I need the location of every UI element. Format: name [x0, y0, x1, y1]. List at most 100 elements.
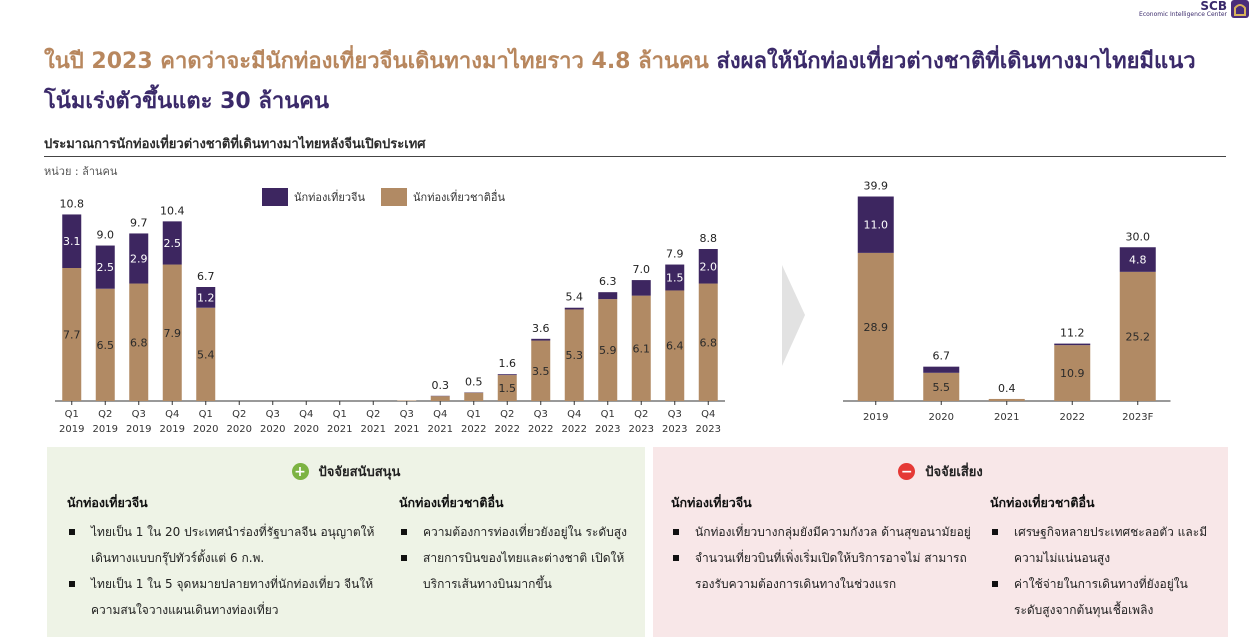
charts-canvas: 7.7 3.1 10.8 Q1 2019 6.5 2.5 9.0 Q2 2019 6.8 2.9 9.7… — [55, 180, 1171, 435]
x-tick-label-quarter: Q3 — [400, 409, 414, 420]
x-tick-label-year: 2022 — [528, 424, 553, 435]
x-tick-label-year: 2019 — [160, 424, 185, 435]
data-label-others: 5.4 — [197, 348, 215, 361]
scb-emblem-icon — [1231, 0, 1249, 18]
chart-subtitle: ประมาณการนักท่องเที่ยวต่างชาติที่เดินทาง… — [44, 137, 426, 152]
data-label-china: 2.0 — [700, 260, 718, 273]
list-item: จำนวนเที่ยวบินที่เพิ่งเริ่มเปิดให้บริการ… — [671, 545, 976, 597]
total-label: 0.3 — [432, 379, 450, 392]
legend-item-china: นักท่องเที่ยวจีน — [262, 188, 365, 206]
headline-part-2: ส่งผลให้นักท่องเที่ยวต่างชาติที่เดินทางม… — [44, 49, 1196, 114]
total-label: 39.9 — [864, 180, 889, 193]
total-label: 7.9 — [666, 248, 684, 261]
list-item: สายการบินของไทยและต่างชาติ เปิดให้บริการ… — [399, 545, 629, 597]
total-label: 9.0 — [97, 229, 115, 242]
unit-label: หน่วย : ล้านคน — [44, 165, 118, 178]
legend-label-china: นักท่องเที่ยวจีน — [294, 191, 366, 204]
bar-segment-others — [397, 400, 417, 401]
data-label-others: 6.4 — [666, 340, 684, 353]
bar-segment-china — [162, 221, 182, 265]
data-label-others: 6.1 — [633, 342, 651, 355]
x-tick-label-quarter: Q2 — [500, 409, 514, 420]
data-label-china: 11.0 — [864, 219, 889, 232]
bar-segment-china — [62, 214, 82, 268]
data-label-others: 10.9 — [1060, 367, 1085, 380]
total-label: 6.7 — [933, 350, 951, 363]
x-tick-label: 2023F — [1122, 412, 1153, 423]
support-others-column: นักท่องเที่ยวชาติอื่น ความต้องการท่องเที… — [399, 493, 629, 597]
total-label: 8.8 — [700, 232, 718, 245]
total-label: 0.4 — [998, 382, 1016, 395]
list-item: นักท่องเที่ยวบางกลุ่มยังมีความกังวล ด้าน… — [671, 519, 976, 545]
bar-segment-others — [1054, 345, 1091, 401]
support-factors-panel: + ปัจจัยสนับสนุน นักท่องเที่ยวจีน ไทยเป็… — [47, 447, 645, 637]
x-tick-label-quarter: Q2 — [634, 409, 648, 420]
data-label-others: 5.5 — [933, 381, 951, 394]
list-item: ความต้องการท่องเที่ยวยังอยู่ใน ระดับสูง — [399, 519, 629, 545]
risk-others-heading: นักท่องเที่ยวชาติอื่น — [990, 495, 1095, 510]
support-others-heading: นักท่องเที่ยวชาติอื่น — [399, 495, 504, 510]
data-label-others: 6.8 — [130, 336, 148, 349]
data-label-others: 6.5 — [97, 339, 115, 352]
bar-segment-china — [95, 245, 115, 289]
total-label: 10.8 — [60, 197, 85, 210]
x-tick-label: 2020 — [929, 412, 954, 423]
bar-segment-others — [196, 307, 216, 401]
bar-segment-others — [162, 264, 182, 401]
bar-segment-china — [1054, 343, 1091, 346]
data-label-china: 1.5 — [666, 272, 684, 285]
list-item: ไทยเป็น 1 ใน 5 จุดหมายปลายทางที่นักท่องเ… — [67, 571, 387, 623]
risk-title: ปัจจัยเสี่ยง — [925, 465, 983, 480]
total-label: 5.4 — [566, 291, 584, 304]
bar-segment-others — [430, 396, 450, 401]
bar-segment-others — [1119, 271, 1156, 401]
minus-icon: − — [898, 463, 916, 480]
bar-segment-china — [129, 233, 149, 284]
bar-segment-others — [857, 252, 894, 401]
data-label-others: 5.3 — [566, 349, 584, 362]
data-label-china: 2.5 — [164, 237, 182, 250]
data-label-others: 6.8 — [700, 336, 718, 349]
bar-segment-china — [857, 196, 894, 253]
x-tick-label-year: 2023 — [662, 424, 687, 435]
list-item: ค่าใช้จ่ายในการเดินทางที่ยังอยู่ใน ระดับ… — [990, 571, 1215, 623]
risk-china-heading: นักท่องเที่ยวจีน — [671, 495, 752, 510]
total-label: 9.7 — [130, 216, 148, 229]
x-tick-label-year: 2021 — [361, 424, 386, 435]
x-tick-label-quarter: Q3 — [668, 409, 682, 420]
x-tick-label-year: 2021 — [327, 424, 352, 435]
x-tick-label-year: 2021 — [394, 424, 419, 435]
x-tick-label-year: 2020 — [193, 424, 218, 435]
bar-segment-china — [698, 249, 718, 284]
quarterly-chart: 7.7 3.1 10.8 Q1 2019 6.5 2.5 9.0 Q2 2019 6.8 2.9 9.7… — [55, 197, 725, 435]
legend-label-others: นักท่องเที่ยวชาติอื่น — [413, 191, 505, 204]
data-label-china: 1.2 — [197, 291, 215, 304]
plus-icon: + — [291, 463, 309, 480]
x-tick-label-quarter: Q2 — [366, 409, 380, 420]
bar-segment-others — [631, 295, 651, 401]
x-tick-label-quarter: Q3 — [132, 409, 146, 420]
support-header: + ปัจจัยสนับสนุน — [47, 461, 645, 482]
x-tick-label-quarter: Q4 — [299, 409, 313, 420]
bar-segment-others — [988, 398, 1025, 401]
x-tick-label-year: 2022 — [495, 424, 520, 435]
bar-segment-china — [631, 280, 651, 296]
bar-segment-china — [923, 366, 960, 373]
total-label: 30.0 — [1126, 230, 1151, 243]
bar-segment-others — [62, 268, 82, 401]
bar-segment-others — [95, 288, 115, 401]
total-label: 0.5 — [465, 375, 483, 388]
data-label-china: 4.8 — [1129, 254, 1147, 267]
x-tick-label: 2021 — [994, 412, 1019, 423]
x-tick-label-quarter: Q1 — [467, 409, 481, 420]
logo-brand: SCB — [1200, 0, 1227, 13]
x-tick-label-year: 2019 — [93, 424, 118, 435]
x-tick-label-year: 2020 — [227, 424, 252, 435]
bar-segment-china — [598, 292, 618, 300]
x-tick-label-year: 2020 — [260, 424, 285, 435]
risk-header: − ปัจจัยเสี่ยง — [653, 461, 1228, 482]
x-tick-label-quarter: Q3 — [534, 409, 548, 420]
x-tick-label-quarter: Q4 — [701, 409, 715, 420]
x-tick-label-year: 2023 — [595, 424, 620, 435]
data-label-others: 28.9 — [864, 321, 889, 334]
